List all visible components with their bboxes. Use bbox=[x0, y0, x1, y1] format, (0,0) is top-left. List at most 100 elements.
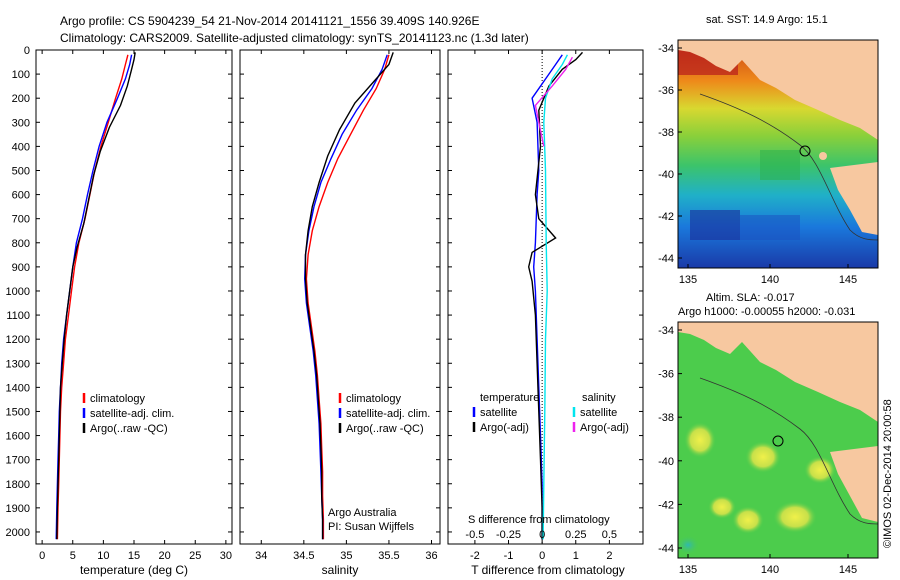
map-lat-tick-label: -42 bbox=[658, 211, 674, 223]
salinity-x-tick-label: 35.5 bbox=[378, 550, 399, 562]
map-lat-tick-label: -38 bbox=[658, 412, 674, 424]
imos-credit: ©IMOS 02-Dec-2014 20:00:58 bbox=[882, 399, 894, 548]
salinity-panel: 34 34.5 35 35.5 36 climatology satellite-adj.… bbox=[239, 49, 441, 577]
temperature-panel: 0100200300400500600700800900100011001200… bbox=[6, 45, 233, 577]
t-difference-ticks: -2 -1 0 1 2 bbox=[470, 50, 612, 562]
salinity-legend-label: climatology bbox=[346, 393, 402, 405]
temperature-series-line bbox=[56, 52, 136, 540]
sst-map-lon-ticks: 135 140 145 bbox=[679, 264, 857, 286]
difference-series-line bbox=[542, 54, 569, 540]
depth-tick-label: 1800 bbox=[6, 479, 30, 491]
map-lat-tick-label: -40 bbox=[658, 456, 674, 468]
salinity-x-tick-label: 34 bbox=[255, 550, 267, 562]
difference-x-tick-label: 2 bbox=[606, 550, 612, 562]
sla-map-label2: Argo h1000: -0.00055 h2000: -0.031 bbox=[678, 306, 855, 318]
difference-x-tick-label: -1 bbox=[504, 550, 514, 562]
t-diff-legend-label: satellite bbox=[480, 407, 517, 419]
figure-title-line2: Climatology: CARS2009. Satellite-adjuste… bbox=[60, 31, 529, 45]
map-lon-tick-label: 135 bbox=[679, 274, 697, 286]
sst-map-land bbox=[678, 40, 878, 140]
map-lon-tick-label: 140 bbox=[761, 274, 779, 286]
difference-plot-frame bbox=[447, 49, 644, 545]
s-difference-tick-label: 0.5 bbox=[602, 529, 617, 541]
map-lat-tick-label: -38 bbox=[658, 127, 674, 139]
map-lat-tick-label: -34 bbox=[658, 43, 674, 55]
difference-y-ticks bbox=[448, 49, 643, 533]
temperature-x-tick-label: 15 bbox=[128, 550, 140, 562]
salinity-x-tick-label: 35 bbox=[340, 550, 352, 562]
difference-x-tick-label: 0 bbox=[539, 550, 545, 562]
depth-tick-label: 1300 bbox=[6, 358, 30, 370]
depth-tick-label: 1200 bbox=[6, 334, 30, 346]
sst-argo-location-marker bbox=[799, 145, 811, 157]
map-lat-tick-label: -44 bbox=[658, 543, 674, 555]
sst-map-label: sat. SST: 14.9 Argo: 15.1 bbox=[706, 14, 828, 26]
temperature-legend-header: temperature bbox=[480, 392, 539, 404]
map-lon-tick-label: 145 bbox=[839, 564, 857, 576]
salinity-series bbox=[303, 52, 394, 540]
s-difference-tick-label: 0.25 bbox=[565, 529, 586, 541]
map-lat-tick-label: -40 bbox=[658, 169, 674, 181]
map-lon-tick-label: 135 bbox=[679, 564, 697, 576]
depth-tick-label: 1700 bbox=[6, 455, 30, 467]
salinity-annotation-line1: Argo Australia bbox=[328, 507, 397, 519]
depth-tick-label: 2000 bbox=[6, 527, 30, 539]
map-lat-tick-label: -36 bbox=[658, 85, 674, 97]
difference-series-line bbox=[531, 54, 563, 540]
difference-x-tick-label: -2 bbox=[470, 550, 480, 562]
sla-map-panel: Altim. SLA: -0.017 Argo h1000: -0.00055 … bbox=[658, 292, 879, 576]
temperature-x-tick-label: 10 bbox=[97, 550, 109, 562]
s-difference-ticks: -0.5 -0.25 0 0.25 0.5 bbox=[465, 529, 617, 541]
salinity-series-line bbox=[303, 54, 388, 540]
salinity-x-tick-label: 36 bbox=[425, 550, 437, 562]
salinity-x-axis-label: salinity bbox=[322, 563, 359, 577]
temperature-x-ticks: 0 5 10 15 20 25 30 bbox=[39, 50, 232, 562]
depth-tick-label: 1400 bbox=[6, 382, 30, 394]
depth-tick-label: 1900 bbox=[6, 503, 30, 515]
depth-tick-label: 0 bbox=[24, 45, 30, 57]
temperature-x-tick-label: 0 bbox=[39, 550, 45, 562]
temperature-legend-label: satellite-adj. clim. bbox=[90, 408, 174, 420]
depth-tick-label: 1000 bbox=[6, 286, 30, 298]
difference-series-line bbox=[534, 56, 574, 147]
depth-tick-label: 600 bbox=[12, 190, 30, 202]
depth-tick-label: 1500 bbox=[6, 406, 30, 418]
salinity-y-ticks bbox=[240, 49, 440, 533]
map-lat-tick-label: -44 bbox=[658, 253, 674, 265]
depth-tick-label: 100 bbox=[12, 69, 30, 81]
temperature-x-tick-label: 5 bbox=[70, 550, 76, 562]
temperature-legend: climatology satellite-adj. clim. Argo(..ra… bbox=[82, 393, 174, 435]
temperature-legend-label: Argo(..raw -QC) bbox=[90, 423, 168, 435]
sst-map-panel: sat. SST: 14.9 Argo: 15.1 -34 -36 -38 -40 -4… bbox=[658, 14, 879, 286]
salinity-annotation-line2: PI: Susan Wijffels bbox=[328, 521, 414, 533]
map-lat-tick-label: -42 bbox=[658, 499, 674, 511]
temperature-y-ticks: 0 100 200 300 400 500 600 700 800 900 1000 1100 1200… bbox=[6, 45, 232, 539]
sla-map-land bbox=[678, 322, 878, 422]
depth-tick-label: 700 bbox=[12, 214, 30, 226]
salinity-series-line bbox=[305, 54, 390, 540]
temperature-x-tick-label: 25 bbox=[189, 550, 201, 562]
s-difference-tick-label: -0.5 bbox=[465, 529, 484, 541]
s-difference-axis-label: S difference from climatology bbox=[468, 514, 610, 526]
s-diff-legend-label: satellite bbox=[580, 407, 617, 419]
difference-panel: temperature salinity satellite Argo(-adj) sa… bbox=[447, 49, 644, 577]
salinity-legend-label: satellite-adj. clim. bbox=[346, 408, 430, 420]
t-difference-x-axis-label: T difference from climatology bbox=[471, 563, 625, 577]
difference-legend: temperature salinity satellite Argo(-adj) sa… bbox=[472, 392, 629, 434]
sla-map-lat-ticks: -34 -36 -38 -40 -42 -44 bbox=[658, 325, 682, 555]
depth-tick-label: 300 bbox=[12, 117, 30, 129]
sst-map-lat-ticks: -34 -36 -38 -40 -42 -44 bbox=[658, 43, 682, 265]
salinity-x-tick-label: 34.5 bbox=[293, 550, 314, 562]
salinity-legend-header: salinity bbox=[582, 392, 616, 404]
temperature-x-tick-label: 30 bbox=[220, 550, 232, 562]
temperature-series bbox=[55, 52, 136, 540]
depth-tick-label: 1100 bbox=[6, 310, 30, 322]
depth-tick-label: 400 bbox=[12, 141, 30, 153]
sla-map-image bbox=[678, 322, 878, 558]
salinity-series-line bbox=[304, 52, 394, 540]
sst-map-tasmania bbox=[830, 162, 878, 235]
temperature-x-axis-label: temperature (deg C) bbox=[80, 563, 188, 577]
map-lat-tick-label: -34 bbox=[658, 325, 674, 337]
temperature-plot-frame bbox=[35, 49, 233, 545]
